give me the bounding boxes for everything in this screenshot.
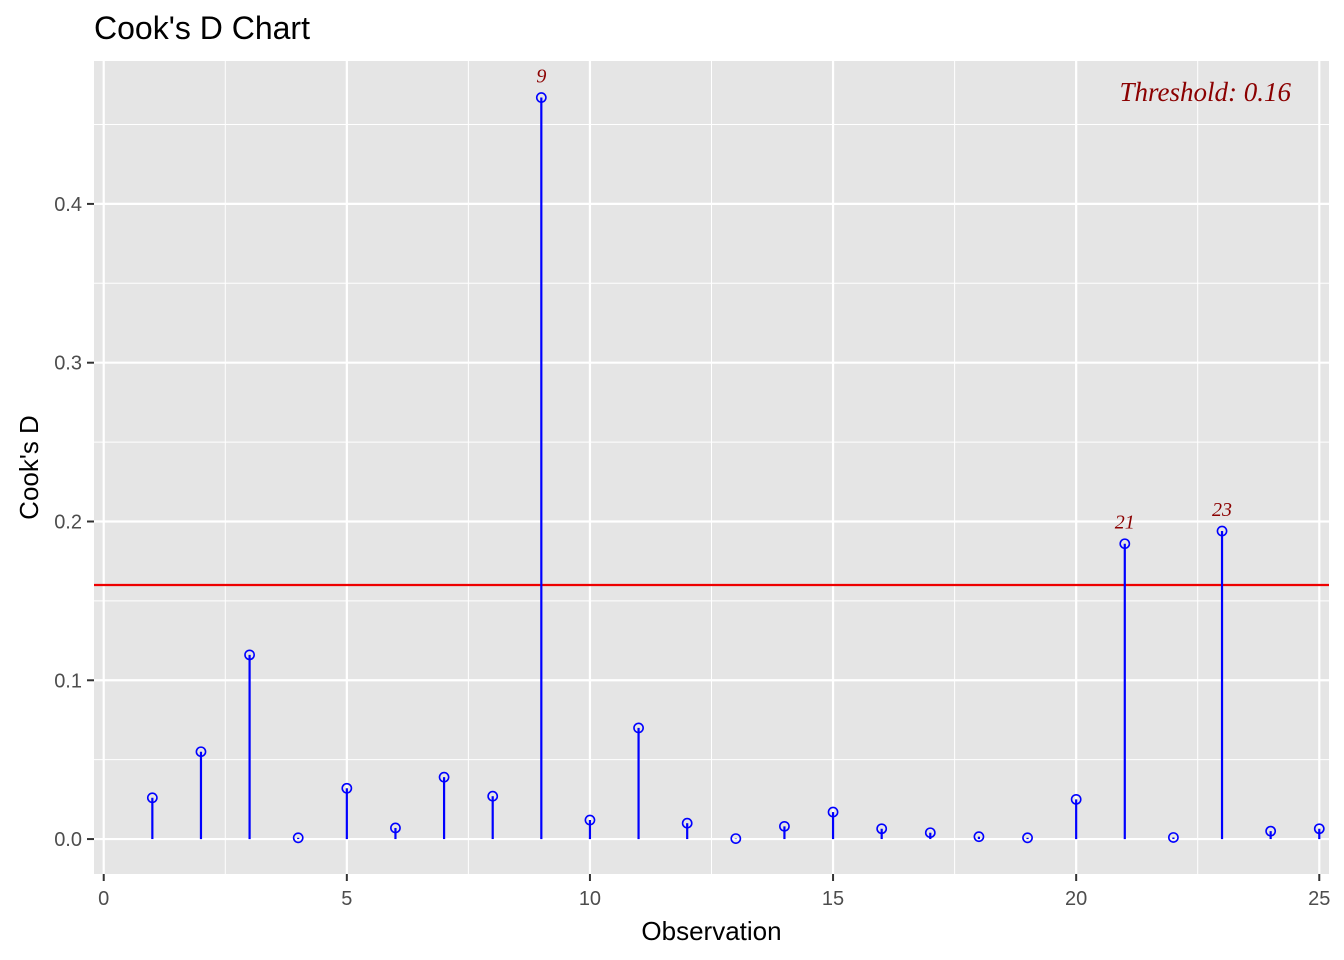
points: [146, 92, 1325, 844]
minor-gridlines: [94, 61, 1329, 874]
point-obs-7: [438, 771, 450, 783]
point-obs-15: [827, 806, 839, 818]
x-tick-label: 0: [98, 888, 109, 910]
y-tick-label: 0.3: [54, 353, 82, 375]
point-obs-6: [390, 822, 401, 834]
point-obs-10: [584, 814, 596, 826]
point-obs-17: [924, 827, 936, 839]
threshold-label: Threshold: 0.16: [1119, 77, 1291, 107]
point-obs-24: [1265, 825, 1277, 837]
point-obs-23: [1216, 525, 1228, 537]
x-tick-label: 25: [1308, 888, 1330, 910]
point-obs-8: [487, 790, 499, 802]
point-obs-5: [341, 782, 353, 794]
outlier-label-9: 9: [536, 66, 546, 88]
point-obs-1: [146, 792, 158, 804]
y-tick-label: 0.4: [54, 194, 82, 216]
stems: [151, 97, 1321, 840]
outlier-label-21: 21: [1115, 512, 1135, 534]
y-axis: 0.0 0.1 0.2 0.3 0.4: [54, 194, 94, 851]
x-tick-label: 5: [341, 888, 352, 910]
point-obs-22: [1168, 832, 1179, 843]
y-tick-label: 0.1: [54, 670, 82, 692]
point-obs-2: [195, 746, 207, 758]
x-axis: 0 5 10 15 20 25: [98, 874, 1330, 910]
point-obs-11: [633, 722, 644, 734]
x-tick-label: 20: [1065, 888, 1087, 910]
point-obs-21: [1119, 538, 1131, 550]
point-obs-3: [244, 649, 255, 661]
point-obs-12: [681, 817, 693, 829]
point-obs-19: [1022, 832, 1033, 844]
point-obs-4: [292, 832, 304, 844]
point-obs-13: [730, 833, 742, 844]
point-obs-20: [1070, 793, 1082, 805]
chart-title: Cook's D Chart: [94, 10, 310, 46]
point-obs-16: [876, 823, 888, 835]
point-obs-9: [535, 92, 547, 103]
x-axis-title: Observation: [641, 916, 781, 946]
x-tick-label: 15: [822, 888, 844, 910]
x-tick-label: 10: [579, 888, 601, 910]
outlier-annotations: 9 21 23: [536, 66, 1232, 534]
major-gridlines: [94, 61, 1329, 874]
point-obs-18: [973, 831, 985, 843]
outlier-label-23: 23: [1212, 499, 1232, 521]
y-tick-label: 0.0: [54, 829, 82, 851]
point-obs-25: [1313, 823, 1325, 835]
point-obs-14: [779, 820, 790, 832]
y-axis-title: Cook's D: [14, 415, 44, 520]
y-tick-label: 0.2: [54, 511, 82, 533]
